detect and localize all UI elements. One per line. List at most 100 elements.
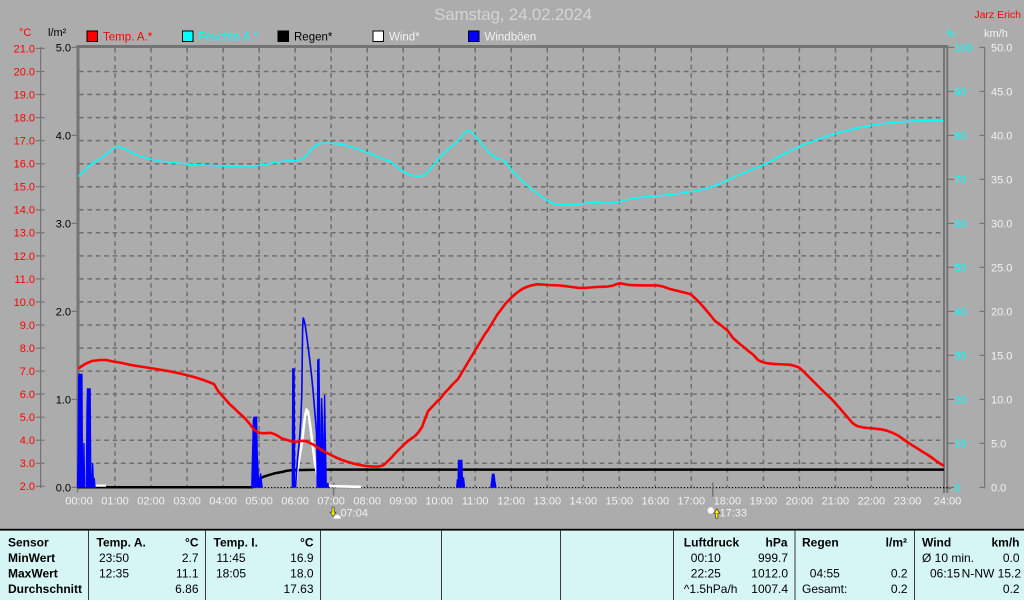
svg-text:Sensor: Sensor [8, 535, 49, 549]
svg-text:15:00: 15:00 [606, 495, 634, 507]
svg-text:Gesamt:: Gesamt: [802, 582, 847, 596]
svg-text:2.7: 2.7 [182, 551, 199, 565]
svg-text:5.0: 5.0 [991, 438, 1006, 450]
svg-text:8.0: 8.0 [20, 343, 35, 355]
svg-text:Temp. I.: Temp. I. [214, 535, 258, 549]
svg-text:9.0: 9.0 [20, 320, 35, 332]
svg-text:Windböen: Windböen [485, 32, 537, 44]
svg-text:11:45: 11:45 [216, 551, 245, 565]
svg-text:6.0: 6.0 [20, 389, 35, 401]
svg-text:04:00: 04:00 [209, 495, 237, 507]
svg-text:10.0: 10.0 [14, 297, 35, 309]
svg-text:Luftdruck: Luftdruck [684, 535, 740, 549]
svg-text:Temp. A.*: Temp. A.* [103, 32, 153, 44]
svg-text:0.2: 0.2 [1003, 582, 1020, 596]
svg-text:25.0: 25.0 [991, 262, 1012, 274]
svg-text:^1.5hPa/h: ^1.5hPa/h [684, 582, 738, 596]
svg-text:20:00: 20:00 [786, 495, 814, 507]
svg-text:100: 100 [955, 42, 973, 54]
svg-text:90: 90 [955, 86, 967, 98]
svg-text:22:25: 22:25 [691, 567, 721, 581]
svg-text:11.1: 11.1 [176, 567, 199, 581]
svg-text:1012.0: 1012.0 [751, 567, 788, 581]
svg-text:Samstag, 24.02.2024: Samstag, 24.02.2024 [434, 5, 592, 24]
svg-text:6.86: 6.86 [175, 582, 199, 596]
svg-text:°C: °C [185, 535, 199, 549]
svg-text:17.0: 17.0 [14, 136, 35, 148]
svg-text:02:00: 02:00 [137, 495, 165, 507]
svg-text:l/m²: l/m² [48, 27, 67, 39]
svg-text:Regen*: Regen* [294, 32, 333, 44]
svg-text:Jarz Erich: Jarz Erich [974, 9, 1021, 21]
svg-text:4.0: 4.0 [56, 130, 71, 142]
svg-text:06:00: 06:00 [281, 495, 309, 507]
svg-text:15.0: 15.0 [991, 350, 1012, 362]
svg-text:13:00: 13:00 [534, 495, 562, 507]
svg-text:0.2: 0.2 [891, 582, 908, 596]
svg-text:Feuchte A.*: Feuchte A.* [199, 32, 259, 44]
svg-text:09:00: 09:00 [389, 495, 417, 507]
svg-text:40: 40 [955, 306, 967, 318]
svg-text:16:00: 16:00 [642, 495, 670, 507]
svg-text:35.0: 35.0 [991, 174, 1012, 186]
svg-text:0.0: 0.0 [1003, 551, 1020, 565]
svg-text:Ø 10 min.: Ø 10 min. [922, 551, 974, 565]
svg-text:1007.4: 1007.4 [751, 582, 788, 596]
svg-text:30.0: 30.0 [991, 218, 1012, 230]
svg-text:50: 50 [955, 262, 967, 274]
svg-text:18:05: 18:05 [216, 567, 246, 581]
svg-text:00:00: 00:00 [65, 495, 93, 507]
svg-text:7.0: 7.0 [20, 366, 35, 378]
svg-text:16.0: 16.0 [14, 159, 35, 171]
svg-text:13.0: 13.0 [14, 228, 35, 240]
svg-text:00:10: 00:10 [691, 551, 721, 565]
svg-text:01:00: 01:00 [101, 495, 129, 507]
svg-text:4.0: 4.0 [20, 435, 35, 447]
svg-text:19.0: 19.0 [14, 89, 35, 101]
svg-text:24:00: 24:00 [934, 495, 962, 507]
svg-text:999.7: 999.7 [758, 551, 788, 565]
svg-text:11:00: 11:00 [462, 495, 489, 507]
svg-text:MaxWert: MaxWert [8, 567, 58, 581]
svg-text:12:35: 12:35 [99, 567, 129, 581]
svg-text:1.0: 1.0 [56, 394, 71, 406]
svg-text:16.9: 16.9 [290, 551, 314, 565]
svg-text:11.0: 11.0 [14, 274, 35, 286]
svg-text:03:00: 03:00 [173, 495, 201, 507]
svg-text:20: 20 [955, 394, 967, 406]
svg-text:60: 60 [955, 218, 967, 230]
svg-text:10: 10 [955, 438, 967, 450]
svg-text:17.63: 17.63 [283, 582, 313, 596]
svg-text:%: % [946, 29, 955, 40]
svg-text:12:00: 12:00 [497, 495, 525, 507]
svg-text:Regen: Regen [802, 535, 839, 549]
svg-text:40.0: 40.0 [991, 130, 1012, 142]
svg-text:17:00: 17:00 [678, 495, 706, 507]
svg-text:km/h: km/h [984, 28, 1008, 40]
svg-text:°C: °C [19, 27, 31, 39]
svg-text:21:00: 21:00 [822, 495, 850, 507]
svg-text:14:00: 14:00 [570, 495, 598, 507]
svg-text:30: 30 [955, 350, 967, 362]
svg-text:07:04: 07:04 [341, 508, 369, 520]
svg-text:0: 0 [955, 482, 961, 494]
svg-text:23:50: 23:50 [99, 551, 129, 565]
svg-text:hPa: hPa [765, 535, 787, 549]
svg-text:3.0: 3.0 [56, 218, 71, 230]
svg-text:04:55: 04:55 [810, 567, 840, 581]
svg-text:23:00: 23:00 [894, 495, 922, 507]
svg-text:06:15: 06:15 [930, 567, 960, 581]
svg-text:Wind*: Wind* [389, 32, 420, 44]
svg-text:19:00: 19:00 [750, 495, 778, 507]
svg-text:20.0: 20.0 [14, 66, 35, 78]
svg-text:18:00: 18:00 [714, 495, 742, 507]
svg-text:12.0: 12.0 [14, 251, 35, 263]
svg-text:Wind: Wind [922, 535, 951, 549]
svg-text:Temp. A.: Temp. A. [97, 535, 146, 549]
svg-text:18.0: 18.0 [290, 567, 314, 581]
svg-text:20.0: 20.0 [991, 306, 1012, 318]
svg-text:22:00: 22:00 [858, 495, 886, 507]
svg-text:07:00: 07:00 [317, 495, 345, 507]
svg-text:70: 70 [955, 174, 967, 186]
svg-text:18.0: 18.0 [14, 113, 35, 125]
